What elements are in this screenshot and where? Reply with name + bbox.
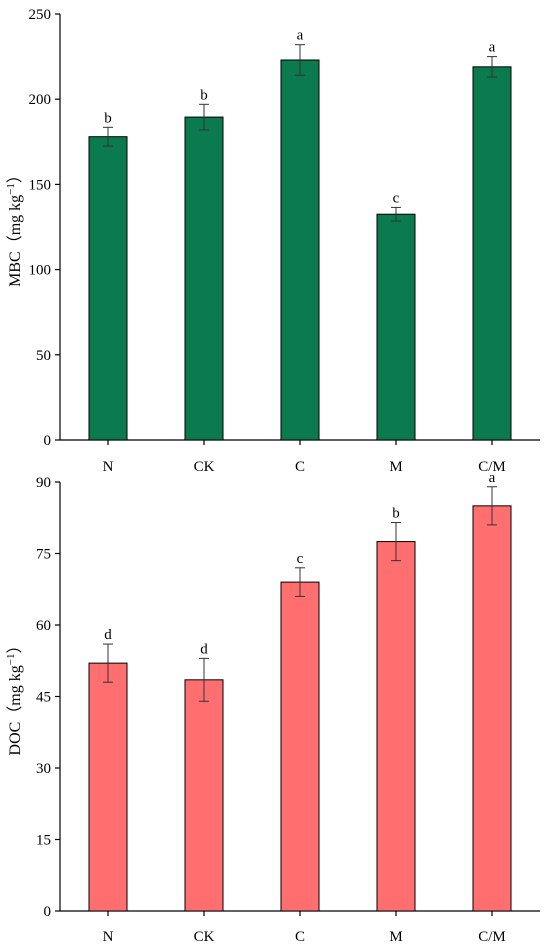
doc-y-axis-label: DOC（mg kg−1） — [5, 638, 24, 756]
bar-ck — [184, 679, 224, 912]
y-axis-label-unit: （mg kg — [6, 665, 24, 721]
x-tick-label: CK — [194, 929, 215, 944]
significance-letter: c — [297, 551, 304, 567]
x-tick-label: N — [103, 459, 114, 475]
bar-c — [280, 581, 320, 912]
y-tick-label: 45 — [36, 690, 51, 706]
bar-c — [280, 59, 320, 441]
y-tick-label: 50 — [36, 348, 51, 364]
significance-letter: c — [393, 190, 400, 206]
y-axis-label-unit: （mg kg — [6, 195, 24, 251]
significance-letter: b — [392, 506, 400, 522]
y-axis-label-superscript: −1 — [5, 183, 17, 195]
bar-n — [88, 136, 128, 441]
x-tick-label: C/M — [478, 929, 506, 944]
significance-letter: b — [104, 110, 112, 126]
y-tick-label: 0 — [44, 433, 52, 449]
x-tick-label: CK — [194, 459, 215, 475]
mbc-panel: 0 50 100 150 200 250 MBC（mg kg−1） b Nb CK a Cc Ma C/M — [5, 7, 540, 475]
y-axis-label-main: DOC — [7, 722, 24, 756]
y-tick-label: 30 — [36, 761, 51, 777]
significance-letter: a — [489, 40, 496, 56]
x-tick-label: M — [389, 459, 402, 475]
mbc-y-axis-label: MBC（mg kg−1） — [5, 167, 24, 287]
bar-c-m — [472, 505, 512, 912]
x-tick-label: M — [389, 929, 402, 944]
y-axis-label-close: ） — [6, 167, 24, 183]
y-axis-label-close: ） — [6, 638, 24, 654]
y-axis-label-superscript: −1 — [5, 654, 17, 666]
y-tick-label: 60 — [36, 618, 51, 634]
y-tick-label: 100 — [29, 263, 52, 279]
y-tick-label: 90 — [36, 475, 51, 491]
y-axis-label-main: MBC — [7, 251, 24, 287]
significance-letter: a — [489, 470, 496, 486]
bar-ck — [184, 116, 224, 441]
doc-panel: 0 15 30 45 60 75 90 DOC（mg kg−1） d Nd CK c Cb Ma C/M — [5, 470, 540, 944]
x-tick-label: N — [103, 929, 114, 944]
bar-m — [376, 213, 416, 441]
significance-letter: d — [200, 641, 208, 657]
significance-letter: a — [297, 28, 304, 44]
y-tick-label: 0 — [44, 904, 52, 920]
y-tick-label: 200 — [29, 92, 52, 108]
y-tick-label: 250 — [29, 7, 52, 23]
x-tick-label: C — [295, 459, 305, 475]
y-tick-label: 150 — [29, 177, 52, 193]
significance-letter: d — [104, 627, 112, 643]
x-tick-label: C — [295, 929, 305, 944]
bar-c-m — [472, 66, 512, 441]
significance-letter: b — [200, 87, 208, 103]
y-tick-label: 75 — [36, 547, 51, 563]
x-tick-label: C/M — [478, 459, 506, 475]
bar-n — [88, 662, 128, 912]
y-tick-label: 15 — [36, 833, 51, 849]
bar-m — [376, 541, 416, 912]
